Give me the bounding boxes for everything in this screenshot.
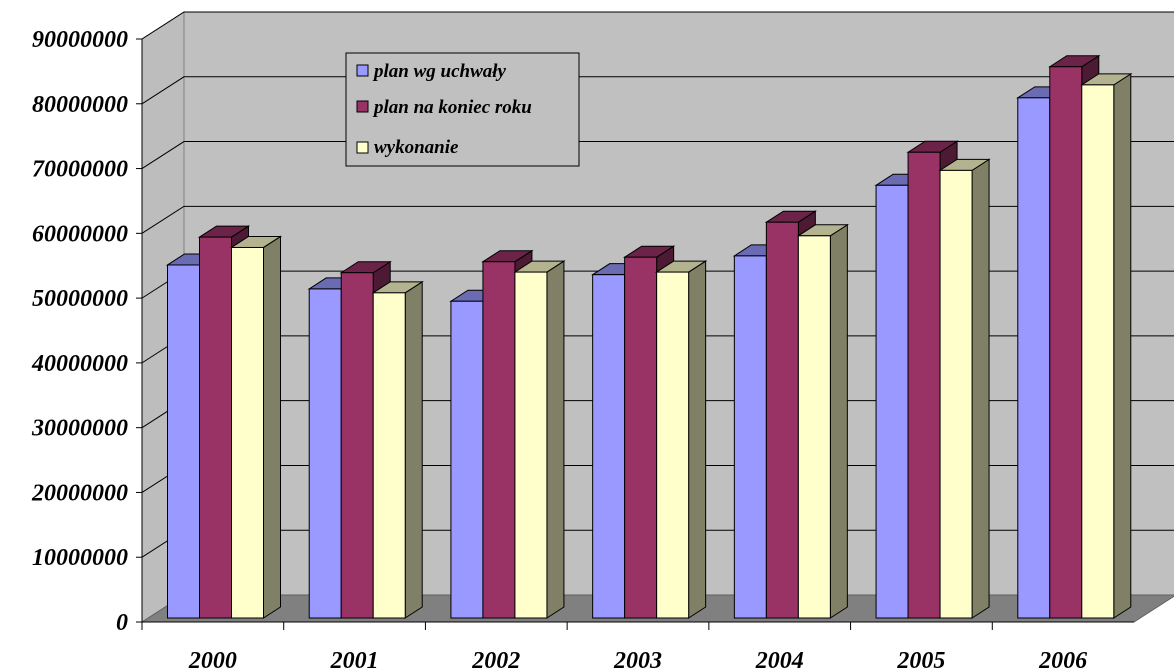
y-axis-tick-labels: 0 10000000 20000000 30000000 40000000 5000000…: [31, 27, 128, 636]
legend: plan wg uchwały plan na koniec roku wyko…: [345, 52, 580, 167]
x-tick-label: 2001: [330, 648, 379, 672]
y-tick-label: 90000000: [32, 27, 128, 53]
bar-front: [1081, 84, 1115, 619]
bar-front: [308, 288, 342, 619]
y-tick-label: 0: [116, 610, 128, 636]
legend-swatch: [356, 64, 369, 77]
gridline: [141, 141, 1174, 169]
y-tick-label: 30000000: [31, 416, 128, 442]
x-tick-label: 2005: [896, 648, 945, 672]
legend-swatch: [356, 141, 369, 154]
bar-front: [939, 169, 973, 619]
bar-side: [404, 280, 423, 619]
bar-front: [797, 235, 831, 619]
bar: [1080, 72, 1133, 619]
bar-front: [231, 246, 264, 619]
bar-front: [733, 255, 767, 619]
bar-side: [546, 260, 565, 619]
bar-side: [688, 260, 707, 619]
y-tick-label: 80000000: [32, 92, 128, 118]
legend-swatch: [356, 100, 369, 113]
bar-front: [765, 221, 799, 619]
x-tick-label: 2002: [471, 648, 520, 672]
bar-side: [1113, 72, 1132, 619]
bar-front: [372, 292, 406, 619]
y-tick-label: 60000000: [32, 221, 128, 247]
bar: [229, 235, 283, 619]
y-tick-label: 40000000: [31, 351, 128, 377]
legend-item: plan na koniec roku: [356, 97, 532, 118]
bar-front: [199, 236, 232, 619]
axes: [136, 38, 1134, 630]
bars: [165, 54, 1133, 619]
legend-label: plan na koniec roku: [372, 97, 532, 118]
x-tick-label: 2003: [613, 648, 662, 672]
legend-label: wykonanie: [374, 137, 459, 158]
bar-side: [263, 235, 281, 619]
bar-front: [450, 300, 484, 619]
bar-front: [167, 264, 200, 619]
bar-front: [1049, 66, 1083, 619]
bar-front: [624, 256, 658, 619]
x-tick-label: 2004: [755, 648, 804, 672]
y-tick-label: 20000000: [31, 480, 128, 506]
bar-front: [907, 151, 941, 619]
x-tick-label: 2006: [1038, 648, 1087, 672]
bar: [796, 223, 850, 619]
bar: [654, 260, 708, 619]
y-tick-label: 10000000: [32, 545, 128, 571]
bar-front: [482, 261, 516, 619]
legend-box: [345, 52, 580, 167]
bar-side: [971, 158, 990, 619]
x-axis-category-labels: 2000 2001 2002 2003 2004 2005 2006: [188, 648, 1087, 672]
legend-item: wykonanie: [356, 137, 459, 158]
bar-side: [829, 223, 848, 619]
x-tick-label: 2000: [188, 648, 237, 672]
bar: [513, 260, 566, 619]
bar-front: [592, 274, 626, 619]
bar: [938, 158, 991, 619]
gridline: [141, 11, 1174, 40]
bar-front: [340, 272, 374, 619]
bar-front: [875, 184, 909, 619]
bar-front: [656, 271, 690, 619]
gridline: [141, 76, 1174, 105]
gridline: [141, 205, 1174, 234]
y-tick-label: 70000000: [32, 157, 128, 183]
bar: [371, 280, 424, 619]
bar-front: [514, 271, 548, 619]
legend-label: plan wg uchwały: [372, 61, 507, 82]
legend-item: plan wg uchwały: [356, 61, 507, 82]
bar-front: [1017, 97, 1051, 619]
y-tick-label: 50000000: [32, 286, 128, 312]
